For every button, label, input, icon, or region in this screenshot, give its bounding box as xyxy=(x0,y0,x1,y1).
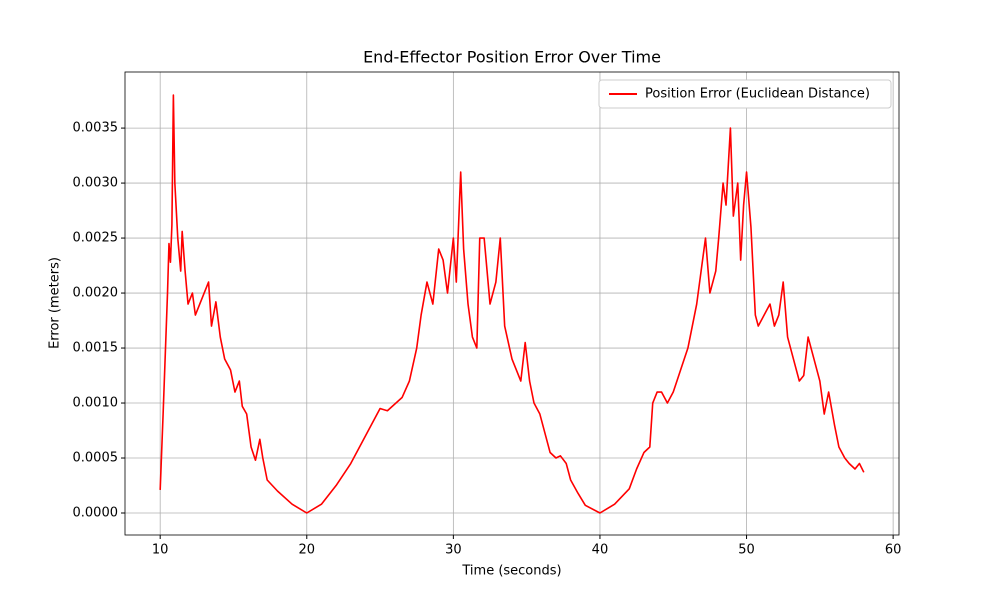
x-tick-label: 60 xyxy=(885,543,902,558)
x-tick-label: 50 xyxy=(738,543,755,558)
x-axis-label: Time (seconds) xyxy=(461,564,561,579)
y-axis-label: Error (meters) xyxy=(48,257,63,349)
y-tick-label: 0.0030 xyxy=(73,176,119,191)
x-tick-label: 40 xyxy=(592,543,609,558)
y-tick-label: 0.0005 xyxy=(73,451,119,466)
x-tick-label: 30 xyxy=(445,543,462,558)
y-tick-label: 0.0000 xyxy=(73,506,119,521)
plot-frame xyxy=(124,71,900,536)
legend-box xyxy=(598,79,892,109)
y-tick-label: 0.0035 xyxy=(73,121,119,136)
x-tick-label: 20 xyxy=(298,543,315,558)
legend-label: Position Error (Euclidean Distance) xyxy=(645,87,870,102)
data-line xyxy=(159,94,865,514)
y-tick-label: 0.0010 xyxy=(73,396,119,411)
x-tick-label: 10 xyxy=(152,543,169,558)
y-tick-label: 0.0025 xyxy=(73,231,119,246)
y-tick-label: 0.0015 xyxy=(73,341,119,356)
y-tick-label: 0.0020 xyxy=(73,286,119,301)
chart-title: End-Effector Position Error Over Time xyxy=(363,48,661,67)
